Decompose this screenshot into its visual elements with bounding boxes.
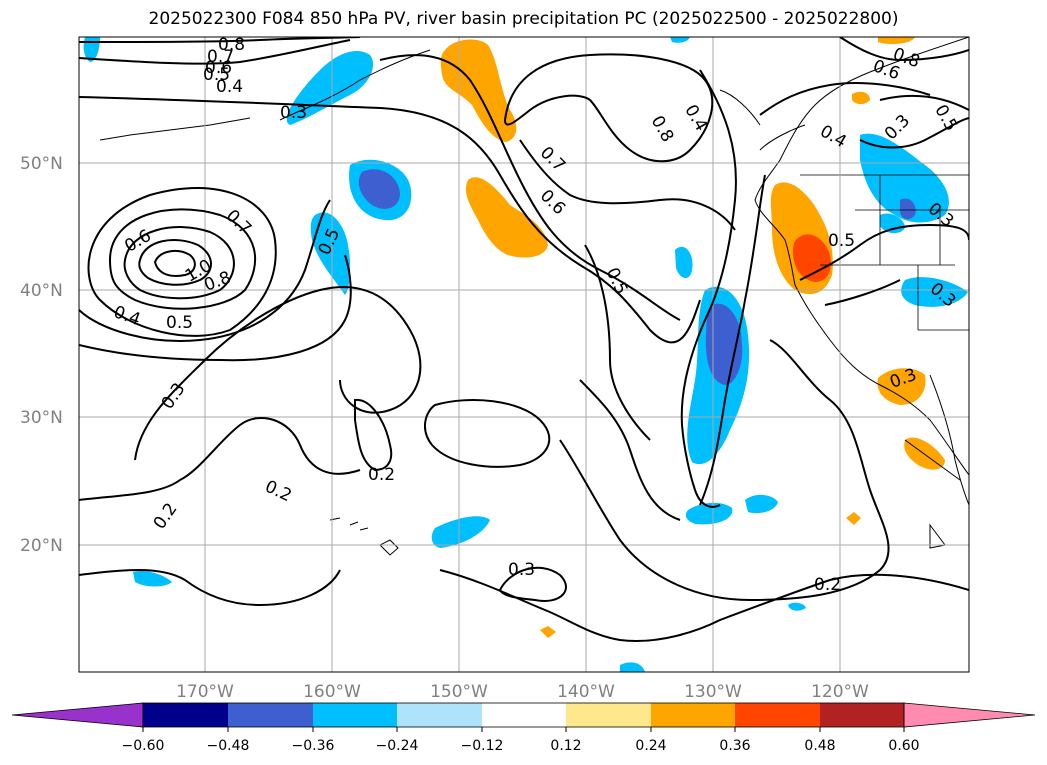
colorbar-bin (820, 703, 904, 727)
colorbar-tick: 0.60 (888, 738, 919, 754)
colorbar-tick: −0.36 (292, 738, 335, 754)
longitude-labels: 170°W 160°W 150°W 140°W 130°W 120°W (176, 682, 869, 702)
colorbar-bin (735, 703, 820, 727)
lat-label: 20°N (20, 536, 63, 556)
colorbar-bin (228, 703, 313, 727)
colorbar-tick: 0.12 (550, 738, 581, 754)
pv-contours (79, 37, 969, 642)
colorbar-tick: 0.36 (719, 738, 750, 754)
contour-label: 0.8 (218, 35, 245, 55)
precipitation-shading (83, 37, 968, 672)
plot-title: 2025022300 F084 850 hPa PV, river basin … (148, 9, 899, 29)
borders (800, 174, 969, 331)
colorbar-bin (482, 703, 566, 727)
colorbar-bin (313, 703, 397, 727)
lon-label: 130°W (684, 682, 742, 702)
colorbar-tick: −0.48 (207, 738, 250, 754)
contour-label: 0.4 (216, 77, 243, 97)
contour-label: 0.5 (203, 65, 230, 85)
contour-label: 0.5 (166, 313, 193, 333)
contour-label: 0.6 (205, 58, 232, 78)
contour-label: 0.5 (828, 231, 855, 251)
lat-label: 30°N (20, 408, 63, 428)
contour-label: 0.7 (207, 47, 234, 67)
colorbar-tick: 0.24 (635, 738, 666, 754)
colorbar-tick: 0.48 (804, 738, 835, 754)
lon-label: 170°W (176, 682, 234, 702)
map-frame (78, 36, 970, 673)
map-area: 0.8 0.7 0.6 0.5 0.4 0.3 0.8 0.7 0.6 0.4 … (79, 35, 969, 672)
contour-label: 0.2 (814, 575, 841, 595)
lat-label: 50°N (20, 154, 63, 174)
lat-label: 40°N (20, 281, 63, 301)
latitude-labels: 50°N 40°N 30°N 20°N (20, 154, 63, 556)
colorbar-tick: −0.60 (122, 738, 165, 754)
gridlines (79, 37, 969, 672)
colorbar: −0.60 −0.48 −0.36 −0.24 −0.12 0.12 0.24 … (11, 702, 1036, 754)
colorbar-high-extension (903, 702, 1036, 728)
contour-label: 0.3 (508, 560, 535, 580)
colorbar-bin (566, 703, 651, 727)
colorbar-bin (143, 703, 228, 727)
contour-label: 0.2 (368, 465, 395, 485)
colorbar-bin (651, 703, 735, 727)
colorbar-bin (397, 703, 482, 727)
contour-label: 0.3 (280, 103, 307, 123)
lon-label: 140°W (557, 682, 615, 702)
lon-label: 150°W (430, 682, 488, 702)
colorbar-tick: −0.24 (376, 738, 419, 754)
lon-label: 120°W (811, 682, 869, 702)
coastlines (99, 37, 969, 556)
lon-label: 160°W (303, 682, 361, 702)
colorbar-low-extension (11, 702, 144, 728)
colorbar-tick: −0.12 (461, 738, 504, 754)
